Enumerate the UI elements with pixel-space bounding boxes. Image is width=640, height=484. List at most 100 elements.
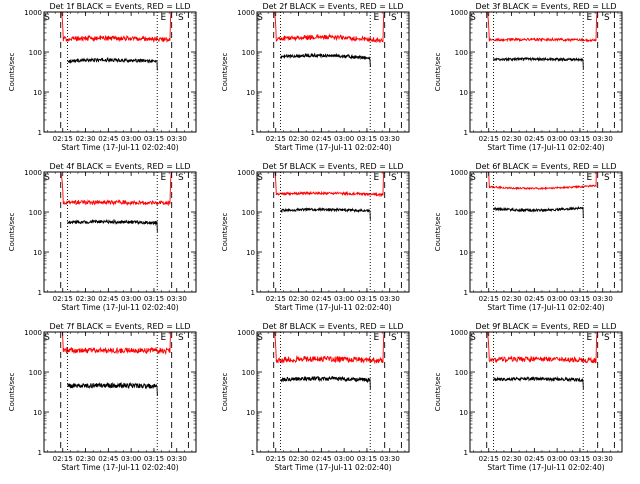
marker-label: E — [586, 13, 592, 23]
panel-title: Det 8f BLACK = Events, RED = LLD — [262, 322, 403, 331]
x-tick-label: 02:30 — [75, 135, 95, 143]
x-tick-label: 02:30 — [501, 295, 521, 303]
panel-det-2: Det 2f BLACK = Events, RED = LLD S E S 1 10 10… — [221, 2, 410, 152]
y-axis-label: Counts/sec — [434, 53, 442, 92]
x-tick-label: 02:15 — [53, 455, 73, 463]
x-tick-label: 03:00 — [121, 135, 141, 143]
series-lld-line — [60, 172, 172, 207]
panel-det-3: Det 3f BLACK = Events, RED = LLD S E S 1 10 10… — [434, 2, 623, 152]
y-tick-label: 10 — [246, 249, 255, 257]
panel-title: Det 1f BLACK = Events, RED = LLD — [49, 2, 190, 11]
x-tick-label: 03:00 — [334, 455, 354, 463]
x-tick-label: 02:15 — [266, 135, 286, 143]
x-tick-label: 03:15 — [570, 455, 590, 463]
marker-label: E — [373, 333, 379, 343]
x-tick-label: 03:30 — [167, 455, 187, 463]
marker-label: S — [257, 333, 263, 343]
panel-title: Det 6f BLACK = Events, RED = LLD — [475, 162, 616, 171]
series-events-line — [280, 206, 371, 220]
y-tick-label: 10 — [33, 409, 42, 417]
marker-label: S — [257, 173, 263, 183]
series-events-line — [280, 52, 371, 67]
x-tick-label: 03:15 — [570, 135, 590, 143]
y-tick-label: 1000 — [24, 9, 42, 17]
marker-label: E — [586, 333, 592, 343]
x-tick-label: 02:15 — [53, 295, 73, 303]
y-tick-label: 1 — [464, 449, 468, 457]
series-lld-line — [273, 12, 385, 44]
marker-label: S — [178, 173, 184, 183]
marker-label: S — [470, 333, 476, 343]
x-tick-label: 03:15 — [144, 135, 164, 143]
x-tick-label: 03:00 — [334, 135, 354, 143]
x-tick-label: 02:45 — [311, 135, 331, 143]
marker-label: E — [160, 13, 166, 23]
x-tick-label: 03:30 — [593, 455, 613, 463]
x-tick-label: 02:15 — [479, 295, 499, 303]
panel-title: Det 4f BLACK = Events, RED = LLD — [49, 162, 190, 171]
y-axis-label: Counts/sec — [221, 53, 229, 92]
y-tick-label: 1000 — [450, 9, 468, 17]
x-tick-label: 03:30 — [380, 135, 400, 143]
marker-label: E — [160, 173, 166, 183]
y-tick-label: 10 — [33, 249, 42, 257]
panel-det-1: Det 1f BLACK = Events, RED = LLD S E S 1 10 10… — [8, 2, 197, 152]
y-tick-label: 1 — [251, 289, 255, 297]
series-events-line — [67, 218, 158, 232]
marker-label: E — [373, 173, 379, 183]
y-tick-label: 1000 — [237, 9, 255, 17]
series-lld-line — [60, 332, 172, 356]
x-tick-label: 03:00 — [547, 455, 567, 463]
y-tick-label: 1000 — [450, 169, 468, 177]
x-tick-label: 02:45 — [524, 135, 544, 143]
x-tick-label: 03:15 — [357, 295, 377, 303]
panel-det-8: Det 8f BLACK = Events, RED = LLD S E S 1 10 10… — [221, 322, 410, 472]
y-tick-label: 10 — [459, 409, 468, 417]
x-axis-label: Start Time (17-Jul-11 02:02:40) — [487, 303, 604, 312]
x-axis-label: Start Time (17-Jul-11 02:02:40) — [61, 463, 178, 472]
plot-frame — [43, 11, 197, 133]
plot-frame — [43, 331, 197, 453]
x-tick-label: 03:00 — [547, 135, 567, 143]
x-axis-label: Start Time (17-Jul-11 02:02:40) — [274, 143, 391, 152]
x-tick-label: 02:45 — [311, 295, 331, 303]
x-tick-label: 02:15 — [479, 135, 499, 143]
series-lld-line — [486, 332, 598, 364]
x-axis-label: Start Time (17-Jul-11 02:02:40) — [61, 303, 178, 312]
series-lld-line — [273, 172, 385, 198]
x-tick-label: 02:15 — [266, 295, 286, 303]
x-axis-label: Start Time (17-Jul-11 02:02:40) — [487, 143, 604, 152]
plot-frame — [469, 171, 623, 293]
marker-label: S — [470, 173, 476, 183]
x-tick-label: 03:00 — [121, 295, 141, 303]
series-events-line — [493, 56, 584, 69]
x-tick-label: 02:15 — [266, 455, 286, 463]
x-axis-label: Start Time (17-Jul-11 02:02:40) — [487, 463, 604, 472]
plot-frame — [256, 11, 410, 133]
x-tick-label: 03:15 — [144, 455, 164, 463]
y-tick-label: 100 — [29, 49, 42, 57]
y-tick-label: 10 — [246, 89, 255, 97]
marker-label: S — [391, 173, 397, 183]
x-tick-label: 03:00 — [547, 295, 567, 303]
y-axis-label: Counts/sec — [8, 373, 16, 412]
y-tick-label: 100 — [29, 369, 42, 377]
y-tick-label: 10 — [33, 89, 42, 97]
marker-label: S — [391, 13, 397, 23]
marker-label: S — [604, 13, 610, 23]
x-tick-label: 03:15 — [570, 295, 590, 303]
x-axis-label: Start Time (17-Jul-11 02:02:40) — [61, 143, 178, 152]
y-tick-label: 1000 — [24, 329, 42, 337]
x-axis-label: Start Time (17-Jul-11 02:02:40) — [274, 463, 391, 472]
y-tick-label: 10 — [246, 409, 255, 417]
marker-label: S — [44, 333, 50, 343]
series-events-line — [493, 205, 584, 219]
panel-det-6: Det 6f BLACK = Events, RED = LLD S E S 1 10 10… — [434, 162, 623, 312]
plot-frame — [469, 331, 623, 453]
y-tick-label: 100 — [455, 209, 468, 217]
y-axis-label: Counts/sec — [8, 213, 16, 252]
plot-frame — [43, 171, 197, 293]
panel-det-5: Det 5f BLACK = Events, RED = LLD S E S 1 10 10… — [221, 162, 410, 312]
marker-label: S — [178, 333, 184, 343]
y-tick-label: 100 — [242, 49, 255, 57]
